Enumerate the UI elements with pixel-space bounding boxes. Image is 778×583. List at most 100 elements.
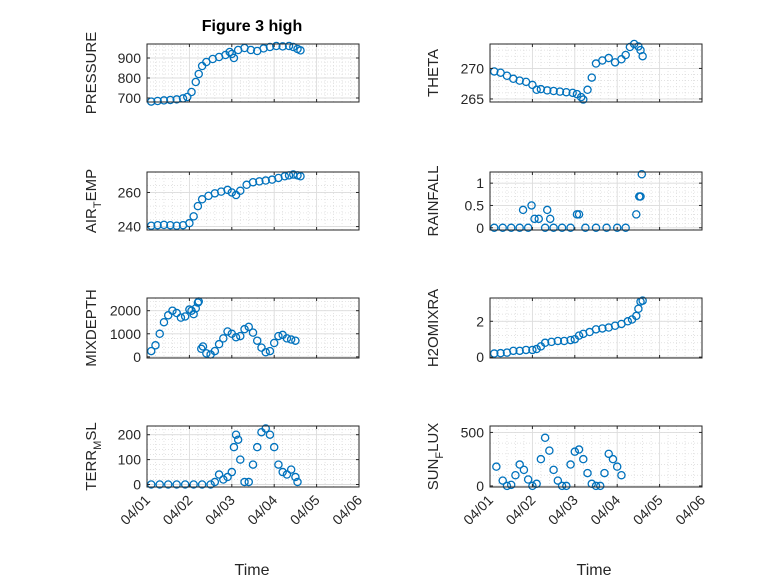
data-point — [638, 296, 647, 305]
axes-box — [146, 43, 360, 103]
data-point — [185, 218, 194, 228]
x-tick-label: 04/05 — [630, 492, 666, 528]
data-point — [286, 335, 296, 344]
data-point — [566, 223, 575, 233]
data-point — [193, 298, 203, 307]
data-point — [545, 446, 554, 455]
data-point — [269, 338, 279, 348]
data-point — [489, 349, 499, 358]
y-tick-label: 1000 — [110, 326, 141, 342]
data-point — [183, 92, 192, 102]
data-point — [566, 335, 575, 345]
data-point — [528, 80, 537, 90]
y-axis-label: THETA — [425, 49, 442, 97]
data-point — [155, 329, 164, 339]
data-point — [223, 185, 232, 195]
data-point — [163, 311, 173, 320]
data-point — [180, 480, 190, 489]
plot-area — [147, 298, 359, 358]
data-point — [530, 214, 539, 224]
data-point — [519, 465, 529, 475]
data-point — [248, 460, 258, 469]
data-point — [291, 336, 300, 345]
axes-box — [489, 43, 703, 103]
x-tick-label: 04/04 — [587, 492, 623, 528]
data-point — [562, 87, 571, 97]
data-point — [284, 41, 294, 51]
data-point — [189, 212, 198, 221]
data-point — [244, 322, 254, 332]
data-point — [570, 447, 580, 456]
data-point — [562, 481, 571, 491]
data-point — [227, 467, 237, 477]
data-point — [602, 223, 611, 233]
y-tick-label: 0 — [476, 349, 484, 365]
data-point — [536, 84, 546, 94]
data-point — [523, 223, 533, 233]
data-point — [189, 309, 198, 319]
data-point — [291, 472, 300, 482]
data-point — [636, 192, 645, 201]
y-tick-label: 240 — [118, 219, 142, 235]
axes-box — [489, 171, 703, 231]
y-tick-label: 270 — [461, 60, 485, 76]
y-tick-label: 0 — [133, 349, 141, 365]
data-point — [637, 169, 647, 179]
data-point — [261, 347, 270, 357]
data-point — [191, 77, 201, 87]
data-point — [623, 317, 633, 326]
data-point — [545, 214, 555, 224]
data-point — [536, 454, 546, 464]
data-point — [579, 454, 588, 464]
data-point — [210, 346, 220, 356]
data-point — [549, 223, 558, 233]
data-point — [255, 177, 264, 186]
data-point — [587, 73, 597, 82]
data-point — [272, 41, 281, 51]
data-point — [214, 470, 224, 479]
data-point — [214, 339, 224, 349]
data-point — [549, 86, 558, 96]
data-point — [506, 223, 516, 233]
data-point — [532, 85, 541, 95]
data-point — [547, 337, 556, 347]
subplot-sun-flux: 0 500 04/01 04/02 04/03 04/04 04/05 04/06 SUNFLU… — [425, 423, 708, 528]
data-point — [265, 42, 275, 52]
data-point — [612, 462, 622, 471]
figure-title: Figure 3 high — [202, 18, 302, 35]
data-point — [229, 53, 239, 63]
data-point — [600, 468, 609, 478]
data-point — [289, 42, 298, 52]
data-point — [261, 176, 270, 185]
x-axis-label-left: Time — [235, 562, 270, 579]
data-point — [240, 324, 249, 334]
data-point — [498, 223, 507, 233]
axes-box — [489, 297, 703, 359]
data-point — [159, 317, 169, 327]
data-point — [244, 477, 254, 487]
data-point — [555, 87, 565, 96]
data-point — [540, 433, 550, 443]
data-point — [231, 190, 241, 200]
data-point — [202, 349, 211, 358]
y-tick-label: 265 — [461, 91, 485, 107]
data-point — [621, 50, 630, 60]
data-point — [240, 477, 249, 487]
data-point — [621, 223, 630, 233]
data-point — [246, 45, 256, 55]
data-point — [265, 346, 275, 356]
data-point — [282, 470, 292, 479]
plot-area — [490, 44, 702, 102]
data-point — [527, 201, 536, 210]
data-point — [155, 480, 164, 489]
x-tick-label: 04/02 — [502, 492, 538, 528]
data-point — [568, 88, 577, 98]
y-tick-label: 100 — [118, 452, 142, 468]
data-point — [579, 95, 588, 104]
data-point — [269, 442, 279, 452]
data-point — [236, 455, 245, 464]
data-point — [492, 462, 501, 471]
data-point — [523, 475, 533, 484]
y-axis-label: SUNFLUX — [425, 423, 446, 491]
